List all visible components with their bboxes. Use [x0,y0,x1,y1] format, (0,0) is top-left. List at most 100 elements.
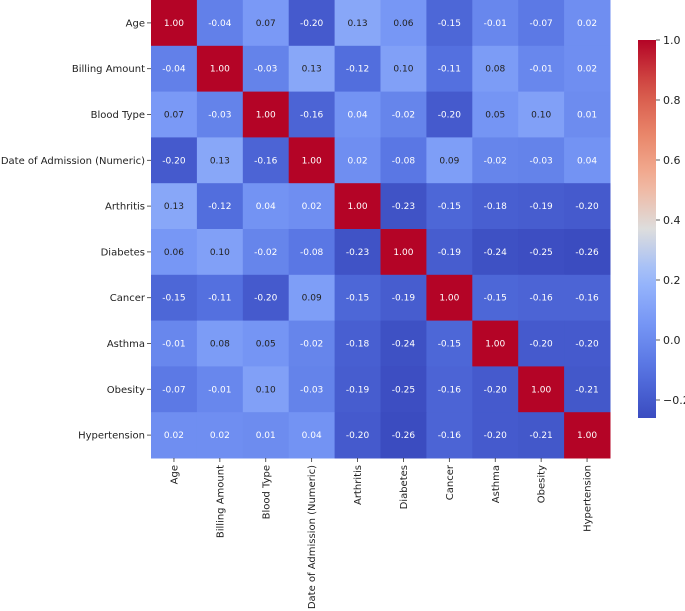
heatmap-cell [151,45,198,93]
heatmap-cell-value: -0.15 [162,294,185,304]
heatmap-cell-value: -0.19 [346,385,370,395]
heatmap-cell [334,91,381,138]
heatmap-cell-value: -0.04 [162,65,186,75]
colorbar-tick-label: 0.0 [663,334,681,347]
heatmap-cell-value: -0.20 [162,156,186,166]
heatmap-cell [151,91,198,138]
y-axis-ticks: Age Billing Amount Blood Type Date of Admis… [1,18,151,442]
colorbar: 1.0 0.8 0.6 0.4 0.2 0.0 −0.2 [638,34,685,418]
heatmap-cell-value: -0.24 [392,340,416,350]
colorbar-tick-label: 0.6 [663,154,681,167]
heatmap-cell [196,137,244,184]
x-tick-label: Arthritis [353,465,364,505]
heatmap-cell [242,229,290,276]
heatmap-cell [242,183,290,230]
heatmap-cell-value: 1.00 [210,65,230,75]
heatmap-cell [426,274,473,322]
heatmap-cell [472,229,519,276]
heatmap-cell-value: 0.13 [210,156,230,166]
heatmap-cell [242,137,290,184]
heatmap-cell-value: -0.23 [392,202,415,212]
heatmap-cell-value: 0.10 [531,111,551,121]
heatmap-cell [288,412,336,459]
heatmap-cell [196,45,244,93]
heatmap-cell-value: -0.23 [346,248,369,258]
heatmap-cell [518,137,565,184]
heatmap-cell [518,183,565,230]
y-tick-label: Date of Admission (Numeric) [1,156,145,167]
heatmap-cell-value: -0.07 [162,385,185,395]
heatmap-cell [426,137,473,184]
heatmap-cell-value: 0.10 [210,248,230,258]
heatmap-cell [564,45,611,93]
heatmap-cell [380,320,427,367]
x-tick-label: Diabetes [399,465,410,509]
heatmap-cell [242,91,290,138]
heatmap-cell [380,274,427,322]
heatmap-cell-value: -0.11 [438,65,461,75]
heatmap-cell-value: 0.10 [256,385,276,395]
heatmap-cell-value: 0.13 [348,19,368,29]
heatmap-cell [196,274,244,322]
heatmap-cell [334,45,381,93]
heatmap-cell-value: 0.09 [439,156,459,166]
heatmap-cell [564,137,611,184]
heatmap-cell [334,0,381,47]
heatmap-cell-value: -0.12 [346,65,369,75]
heatmap-cell-value: 0.07 [164,111,184,121]
heatmap-cell [518,274,565,322]
heatmap-cell-labels: 1.00 -0.04 0.07 -0.20 0.13 0.06 -0.15 -0.01 -0.0… [162,19,599,441]
heatmap-cell [472,366,519,413]
heatmap-cell [380,137,427,184]
heatmap-cell [426,91,473,138]
heatmap-cell [426,366,473,413]
heatmap-cell-value: -0.12 [208,202,231,212]
colorbar-tick-label: 0.8 [663,94,681,107]
heatmap-cell-value: 0.09 [302,294,322,304]
heatmap-cell-value: -0.20 [484,431,508,441]
heatmap-cell [518,412,565,459]
heatmap-cell-value: -0.08 [392,156,416,166]
heatmap-cell-value: 1.00 [393,248,413,258]
heatmap-cell [380,229,427,276]
heatmap-cell-value: 0.08 [210,340,230,350]
heatmap-cell [380,91,427,138]
heatmap-cell-value: 1.00 [485,340,505,350]
heatmap-cell-value: -0.19 [392,294,416,304]
colorbar-tick-label: −0.2 [663,394,685,407]
heatmap-cell [196,366,244,413]
heatmap-cell-value: -0.25 [530,248,553,258]
y-tick-label: Blood Type [91,110,145,121]
heatmap-cell [380,412,427,459]
heatmap-cell-value: 1.00 [531,385,551,395]
heatmap-cell [151,320,198,367]
heatmap-cell-value: -0.15 [438,340,461,350]
x-tick-label: Obesity [537,465,548,503]
heatmap-cell-value: -0.02 [392,111,415,121]
heatmap-cell [518,320,565,367]
heatmap-cell [196,412,244,459]
heatmap-cell [472,91,519,138]
heatmap-cell-value: -0.04 [208,19,232,29]
heatmap-cell-value: -0.01 [162,340,185,350]
colorbar-tick-label: 0.2 [663,274,681,287]
heatmap-cell [196,91,244,138]
heatmap-cell [518,45,565,93]
heatmap-cell-value: -0.15 [346,294,369,304]
heatmap-cell [242,320,290,367]
heatmap-cell [472,45,519,93]
heatmap-cell [472,412,519,459]
colorbar-tick-label: 1.0 [663,34,681,47]
heatmap-cell-value: -0.20 [438,111,462,121]
heatmap-cell-value: 1.00 [439,294,459,304]
heatmap-cell [426,320,473,367]
heatmap-cell [472,274,519,322]
heatmap-cell-value: 0.02 [577,19,597,29]
x-tick-label: Cancer [445,464,456,500]
heatmap-cell-value: -0.16 [530,294,554,304]
heatmap-cell-value: 0.08 [485,65,505,75]
heatmap-cell [242,412,290,459]
heatmap-cell [288,45,336,93]
heatmap-cell [564,366,611,413]
